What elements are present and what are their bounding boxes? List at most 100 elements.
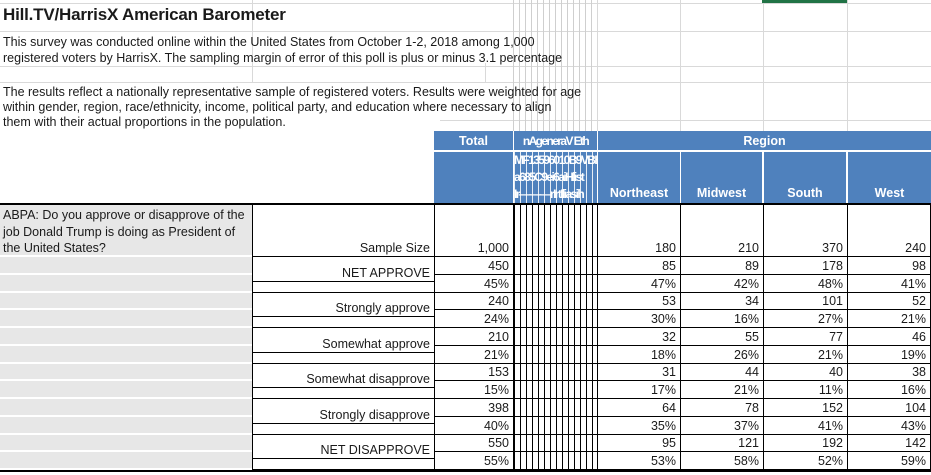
value-cell[interactable]: 55 xyxy=(681,328,763,346)
value-cell[interactable]: 53% xyxy=(598,452,680,470)
value-cell[interactable]: 35% xyxy=(598,417,680,435)
row-label[interactable]: Strongly disapprove xyxy=(253,399,434,424)
value-cell[interactable]: 52 xyxy=(848,293,930,311)
value-cell[interactable]: 77 xyxy=(764,328,847,346)
value-cell[interactable]: 240 xyxy=(435,293,513,311)
row-label[interactable]: Somewhat approve xyxy=(253,328,434,353)
question-row-cell[interactable] xyxy=(0,417,252,435)
value-cell[interactable]: 550 xyxy=(435,435,513,453)
value-cell[interactable]: 41% xyxy=(764,417,847,435)
header-northeast[interactable]: Northeast xyxy=(598,152,680,203)
value-cell[interactable]: 47% xyxy=(598,275,680,293)
value-cell[interactable]: 16% xyxy=(848,381,930,399)
hidden-cells[interactable] xyxy=(514,293,597,311)
header-west[interactable]: West xyxy=(848,152,931,203)
hidden-cells[interactable] xyxy=(514,452,597,470)
value-cell[interactable]: 178 xyxy=(764,257,847,275)
value-cell[interactable]: 44 xyxy=(681,364,763,382)
value-cell[interactable]: 42% xyxy=(681,275,763,293)
value-cell[interactable]: 370 xyxy=(764,205,847,257)
value-cell[interactable]: 43% xyxy=(848,417,930,435)
methodology-text[interactable]: The results reflect a nationally represe… xyxy=(3,85,581,129)
row-label[interactable] xyxy=(253,459,434,470)
hidden-cells[interactable] xyxy=(514,346,597,364)
value-cell[interactable]: 26% xyxy=(681,346,763,364)
header-midwest[interactable]: Midwest xyxy=(681,152,762,203)
value-cell[interactable]: 41% xyxy=(848,275,930,293)
value-cell[interactable]: 240 xyxy=(848,205,930,257)
question-text[interactable]: ABPA: Do you approve or disapprove of th… xyxy=(3,208,245,255)
value-cell[interactable]: 16% xyxy=(681,310,763,328)
value-cell[interactable]: 40% xyxy=(435,417,513,435)
question-row-cell[interactable] xyxy=(0,346,252,364)
value-cell[interactable]: 85 xyxy=(598,257,680,275)
value-cell[interactable]: 1,000 xyxy=(435,205,513,257)
row-label[interactable]: NET APPROVE xyxy=(253,257,434,282)
value-cell[interactable]: 95 xyxy=(598,435,680,453)
question-row-cell[interactable] xyxy=(0,328,252,346)
row-label[interactable]: NET DISAPPROVE xyxy=(253,435,434,460)
value-cell[interactable]: 21% xyxy=(848,310,930,328)
header-region[interactable]: Region xyxy=(598,131,931,150)
hidden-cells[interactable] xyxy=(514,275,597,293)
value-cell[interactable]: 101 xyxy=(764,293,847,311)
value-cell[interactable]: 55% xyxy=(435,452,513,470)
value-cell[interactable]: 58% xyxy=(681,452,763,470)
value-cell[interactable]: 142 xyxy=(848,435,930,453)
value-cell[interactable]: 398 xyxy=(435,399,513,417)
hidden-cells[interactable] xyxy=(514,364,597,382)
row-label[interactable]: Sample Size xyxy=(253,205,434,257)
header-collapsed-columns[interactable]: MF13596010B9VBHAC a685C9ei6aiHlist Ir———… xyxy=(514,152,597,203)
header-total-sub[interactable] xyxy=(434,152,513,203)
hidden-cells[interactable] xyxy=(514,417,597,435)
intro-text[interactable]: This survey was conducted online within … xyxy=(3,34,562,66)
value-cell[interactable]: 121 xyxy=(681,435,763,453)
header-total[interactable]: Total xyxy=(434,131,513,150)
hidden-cells[interactable] xyxy=(514,257,597,275)
value-cell[interactable]: 31 xyxy=(598,364,680,382)
value-cell[interactable]: 210 xyxy=(681,205,763,257)
value-cell[interactable]: 210 xyxy=(435,328,513,346)
row-label[interactable] xyxy=(253,282,434,293)
row-label[interactable] xyxy=(253,317,434,328)
value-cell[interactable]: 46 xyxy=(848,328,930,346)
value-cell[interactable]: 53 xyxy=(598,293,680,311)
value-cell[interactable]: 21% xyxy=(764,346,847,364)
hidden-cells[interactable] xyxy=(514,435,597,453)
hidden-cells[interactable] xyxy=(514,310,597,328)
value-cell[interactable]: 89 xyxy=(681,257,763,275)
question-row-cell[interactable] xyxy=(0,293,252,311)
value-cell[interactable]: 18% xyxy=(598,346,680,364)
value-cell[interactable]: 52% xyxy=(764,452,847,470)
value-cell[interactable]: 98 xyxy=(848,257,930,275)
hidden-cells[interactable] xyxy=(514,399,597,417)
value-cell[interactable]: 32 xyxy=(598,328,680,346)
value-cell[interactable]: 37% xyxy=(681,417,763,435)
row-label[interactable]: Strongly approve xyxy=(253,293,434,318)
value-cell[interactable]: 78 xyxy=(681,399,763,417)
question-row-cell[interactable] xyxy=(0,257,252,275)
value-cell[interactable]: 30% xyxy=(598,310,680,328)
value-cell[interactable]: 450 xyxy=(435,257,513,275)
value-cell[interactable]: 21% xyxy=(681,381,763,399)
row-label[interactable] xyxy=(253,424,434,435)
value-cell[interactable]: 38 xyxy=(848,364,930,382)
value-cell[interactable]: 15% xyxy=(435,381,513,399)
row-label[interactable]: Somewhat disapprove xyxy=(253,364,434,389)
value-cell[interactable]: 192 xyxy=(764,435,847,453)
question-row-cell[interactable] xyxy=(0,364,252,382)
value-cell[interactable]: 40 xyxy=(764,364,847,382)
value-cell[interactable]: 153 xyxy=(435,364,513,382)
value-cell[interactable]: 59% xyxy=(848,452,930,470)
value-cell[interactable]: 152 xyxy=(764,399,847,417)
question-row-cell[interactable] xyxy=(0,381,252,399)
value-cell[interactable]: 24% xyxy=(435,310,513,328)
question-row-cell[interactable] xyxy=(0,435,252,453)
hidden-cells[interactable] xyxy=(514,381,597,399)
question-row-cell[interactable] xyxy=(0,452,252,470)
question-row-cell[interactable] xyxy=(0,310,252,328)
value-cell[interactable]: 48% xyxy=(764,275,847,293)
value-cell[interactable]: 21% xyxy=(435,346,513,364)
row-label[interactable] xyxy=(253,388,434,399)
question-row-cell[interactable] xyxy=(0,275,252,293)
